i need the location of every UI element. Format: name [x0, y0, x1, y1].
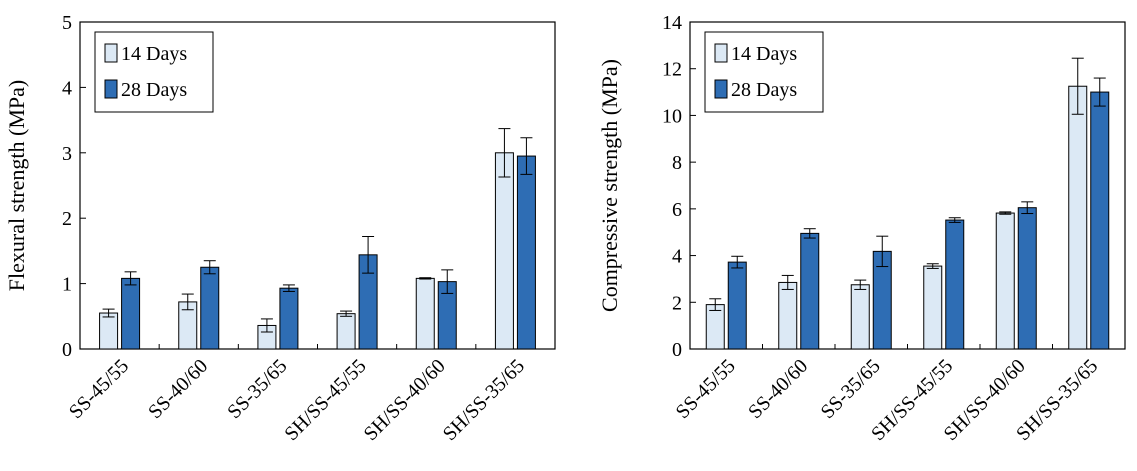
bar-14-days-ss-40-60	[778, 281, 798, 350]
legend-swatch-14-days	[104, 43, 118, 63]
x-tick-label: SS-35/65	[223, 355, 291, 423]
x-tick-label: SH/SS-45/55	[280, 355, 370, 445]
bar-14-days-sh-ss-45-55	[923, 265, 943, 350]
legend-swatch-28-days	[714, 79, 728, 99]
y-tick-label: 0	[62, 339, 72, 361]
bar-28-days-sh-ss-35-65	[1090, 91, 1110, 350]
legend-label-28-days: 28 Days	[121, 79, 187, 101]
x-tick-label: SH/SS-40/60	[360, 355, 450, 445]
bar-28-days-ss-35-65	[279, 287, 299, 350]
legend: 14 Days 28 Days	[94, 31, 214, 113]
y-tick-label: 3	[62, 143, 72, 165]
y-tick-label: 2	[672, 292, 682, 314]
bar-28-days-sh-ss-45-55	[945, 219, 965, 350]
legend-label-14-days: 14 Days	[731, 43, 797, 65]
y-tick-label: 14	[662, 12, 682, 34]
x-tick-label: SH/SS-35/65	[439, 355, 529, 445]
bar-14-days-sh-ss-45-55	[336, 313, 356, 350]
x-tick-label: SS-35/65	[817, 355, 885, 423]
legend-label-28-days: 28 Days	[731, 79, 797, 101]
bar-28-days-ss-40-60	[200, 266, 220, 350]
x-tick-label: SS-45/55	[672, 355, 740, 423]
y-axis-label: Flexural strength (MPa)	[4, 80, 29, 291]
y-tick-label: 5	[62, 12, 72, 34]
bar-14-days-sh-ss-35-65	[494, 152, 514, 350]
y-tick-label: 12	[662, 59, 682, 81]
x-tick-label: SS-40/60	[744, 355, 812, 423]
y-tick-label: 10	[662, 105, 682, 127]
y-tick-label: 4	[672, 246, 682, 268]
y-tick-label: 1	[62, 274, 72, 296]
legend-swatch-14-days	[714, 43, 728, 63]
x-tick-label: SS-45/55	[65, 355, 133, 423]
bar-28-days-sh-ss-35-65	[516, 155, 536, 350]
bar-14-days-sh-ss-40-60	[995, 212, 1015, 350]
bar-28-days-ss-40-60	[800, 232, 820, 350]
bar-14-days-ss-35-65	[850, 284, 870, 350]
bar-28-days-ss-45-55	[121, 277, 141, 350]
compressive-strength-chart: 0 2 4 6 8 10 12 14 Compressive strength (MPa) SS-…	[597, 12, 1126, 445]
bar-14-days-ss-45-55	[99, 312, 119, 350]
legend-swatch-28-days	[104, 79, 118, 99]
y-tick-label: 0	[672, 339, 682, 361]
bar-14-days-sh-ss-35-65	[1068, 85, 1088, 350]
bar-28-days-sh-ss-40-60	[1017, 207, 1037, 350]
legend-label-14-days: 14 Days	[121, 43, 187, 65]
y-tick-label: 6	[672, 199, 682, 221]
y-tick-label: 4	[62, 77, 72, 99]
legend: 14 Days 28 Days	[704, 31, 824, 113]
bar-14-days-ss-45-55	[705, 304, 725, 350]
y-axis-label: Compressive strength (MPa)	[597, 59, 622, 312]
y-tick-label: 2	[62, 208, 72, 230]
x-tick-label: SS-40/60	[144, 355, 212, 423]
bar-14-days-sh-ss-40-60	[415, 277, 435, 350]
y-tick-label: 8	[672, 152, 682, 174]
bar-28-days-ss-45-55	[727, 261, 747, 350]
